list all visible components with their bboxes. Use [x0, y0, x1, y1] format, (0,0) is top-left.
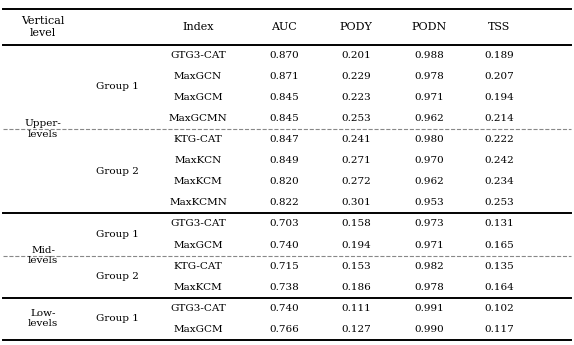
- Text: 0.271: 0.271: [341, 156, 371, 165]
- Text: MaxGCM: MaxGCM: [173, 240, 223, 249]
- Text: 0.971: 0.971: [414, 240, 444, 249]
- Text: MaxGCMN: MaxGCMN: [169, 114, 227, 123]
- Text: 0.962: 0.962: [414, 177, 444, 186]
- Text: 0.194: 0.194: [341, 240, 371, 249]
- Text: PODN: PODN: [412, 22, 447, 32]
- Text: MaxKCN: MaxKCN: [174, 156, 222, 165]
- Text: 0.253: 0.253: [341, 114, 371, 123]
- Text: 0.822: 0.822: [269, 198, 299, 207]
- Text: 0.870: 0.870: [269, 51, 299, 60]
- Text: 0.229: 0.229: [341, 72, 371, 81]
- Text: 0.990: 0.990: [414, 325, 444, 334]
- Text: AUC: AUC: [272, 22, 297, 32]
- Text: GTG3-CAT: GTG3-CAT: [170, 51, 226, 60]
- Text: 0.272: 0.272: [341, 177, 371, 186]
- Text: 0.242: 0.242: [484, 156, 514, 165]
- Text: 0.845: 0.845: [269, 93, 299, 102]
- Text: 0.978: 0.978: [414, 72, 444, 81]
- Text: 0.234: 0.234: [484, 177, 514, 186]
- Text: 0.740: 0.740: [269, 240, 299, 249]
- Text: 0.201: 0.201: [341, 51, 371, 60]
- Text: 0.214: 0.214: [484, 114, 514, 123]
- Text: Upper-
levels: Upper- levels: [25, 119, 61, 139]
- Text: GTG3-CAT: GTG3-CAT: [170, 304, 226, 313]
- Text: 0.241: 0.241: [341, 135, 371, 144]
- Text: Group 1: Group 1: [96, 230, 139, 239]
- Text: 0.223: 0.223: [341, 93, 371, 102]
- Text: 0.845: 0.845: [269, 114, 299, 123]
- Text: PODY: PODY: [339, 22, 373, 32]
- Text: Group 2: Group 2: [96, 167, 139, 176]
- Text: 0.165: 0.165: [484, 240, 514, 249]
- Text: 0.186: 0.186: [341, 283, 371, 292]
- Text: 0.253: 0.253: [484, 198, 514, 207]
- Text: 0.766: 0.766: [269, 325, 299, 334]
- Text: 0.849: 0.849: [269, 156, 299, 165]
- Text: Group 2: Group 2: [96, 272, 139, 281]
- Text: Group 1: Group 1: [96, 82, 139, 91]
- Text: Low-
levels: Low- levels: [28, 309, 58, 328]
- Text: 0.703: 0.703: [269, 219, 299, 228]
- Text: 0.715: 0.715: [269, 262, 299, 270]
- Text: 0.991: 0.991: [414, 304, 444, 313]
- Text: 0.153: 0.153: [341, 262, 371, 270]
- Text: 0.847: 0.847: [269, 135, 299, 144]
- Text: 0.973: 0.973: [414, 219, 444, 228]
- Text: 0.117: 0.117: [484, 325, 514, 334]
- Text: 0.988: 0.988: [414, 51, 444, 60]
- Text: 0.135: 0.135: [484, 262, 514, 270]
- Text: GTG3-CAT: GTG3-CAT: [170, 219, 226, 228]
- Text: 0.962: 0.962: [414, 114, 444, 123]
- Text: 0.189: 0.189: [484, 51, 514, 60]
- Text: TSS: TSS: [488, 22, 510, 32]
- Text: 0.131: 0.131: [484, 219, 514, 228]
- Text: 0.871: 0.871: [269, 72, 299, 81]
- Text: 0.194: 0.194: [484, 93, 514, 102]
- Text: 0.127: 0.127: [341, 325, 371, 334]
- Text: MaxGCM: MaxGCM: [173, 325, 223, 334]
- Text: 0.980: 0.980: [414, 135, 444, 144]
- Text: MaxKCM: MaxKCM: [174, 177, 222, 186]
- Text: MaxKCMN: MaxKCMN: [169, 198, 227, 207]
- Text: Vertical
level: Vertical level: [21, 16, 65, 38]
- Text: MaxGCN: MaxGCN: [174, 72, 222, 81]
- Text: 0.982: 0.982: [414, 262, 444, 270]
- Text: KTG-CAT: KTG-CAT: [174, 262, 222, 270]
- Text: 0.222: 0.222: [484, 135, 514, 144]
- Text: Group 1: Group 1: [96, 314, 139, 323]
- Text: 0.102: 0.102: [484, 304, 514, 313]
- Text: MaxGCM: MaxGCM: [173, 93, 223, 102]
- Text: 0.111: 0.111: [341, 304, 371, 313]
- Text: Mid-
levels: Mid- levels: [28, 246, 58, 265]
- Text: 0.738: 0.738: [269, 283, 299, 292]
- Text: 0.953: 0.953: [414, 198, 444, 207]
- Text: 0.158: 0.158: [341, 219, 371, 228]
- Text: 0.301: 0.301: [341, 198, 371, 207]
- Text: 0.740: 0.740: [269, 304, 299, 313]
- Text: 0.164: 0.164: [484, 283, 514, 292]
- Text: KTG-CAT: KTG-CAT: [174, 135, 222, 144]
- Text: MaxKCM: MaxKCM: [174, 283, 222, 292]
- Text: 0.971: 0.971: [414, 93, 444, 102]
- Text: Index: Index: [183, 22, 214, 32]
- Text: 0.970: 0.970: [414, 156, 444, 165]
- Text: 0.978: 0.978: [414, 283, 444, 292]
- Text: 0.820: 0.820: [269, 177, 299, 186]
- Text: 0.207: 0.207: [484, 72, 514, 81]
